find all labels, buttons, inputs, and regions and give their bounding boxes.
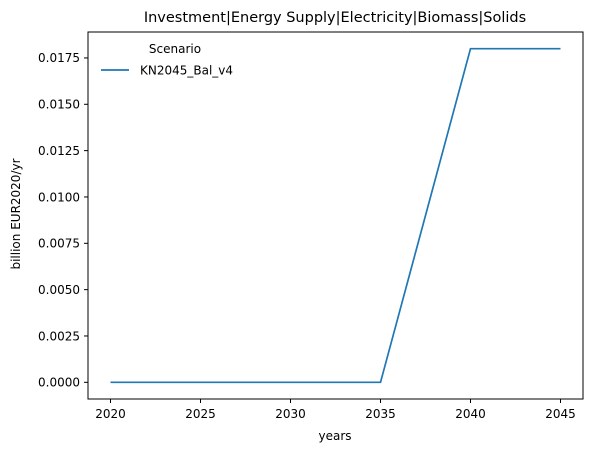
x-axis-ticks: 2020 2025 2030 2035 2040 2045 [95,399,576,421]
y-tick-label: 0.0000 [38,376,80,390]
x-axis-label: years [318,429,351,443]
y-tick-label: 0.0075 [38,237,80,251]
y-axis-ticks: 0.0000 0.0025 0.0050 0.0075 0.0100 0.0125 0.01… [38,51,88,390]
chart-title: Investment|Energy Supply|Electricity|Bio… [144,10,526,26]
y-tick-label: 0.0175 [38,51,80,65]
axes-frame [87,31,584,400]
legend: Scenario KN2045_Bal_v4 [101,42,233,78]
x-tick-label: 2045 [545,407,576,421]
y-tick-label: 0.0025 [38,329,80,343]
y-tick-label: 0.0050 [38,283,80,297]
y-tick-label: 0.0125 [38,144,80,158]
legend-label-kn2045-bal-v4: KN2045_Bal_v4 [140,64,233,78]
series-layer [110,47,561,384]
y-tick-label: 0.0150 [38,98,80,112]
x-tick-label: 2040 [455,407,486,421]
y-tick-label: 0.0100 [38,190,80,204]
x-tick-label: 2020 [95,407,126,421]
series-line-0 [110,47,561,384]
y-axis-label: billion EUR2020/yr [9,158,23,269]
legend-title: Scenario [149,42,201,56]
x-tick-label: 2025 [185,407,216,421]
x-tick-label: 2030 [275,407,306,421]
x-tick-label: 2035 [365,407,396,421]
